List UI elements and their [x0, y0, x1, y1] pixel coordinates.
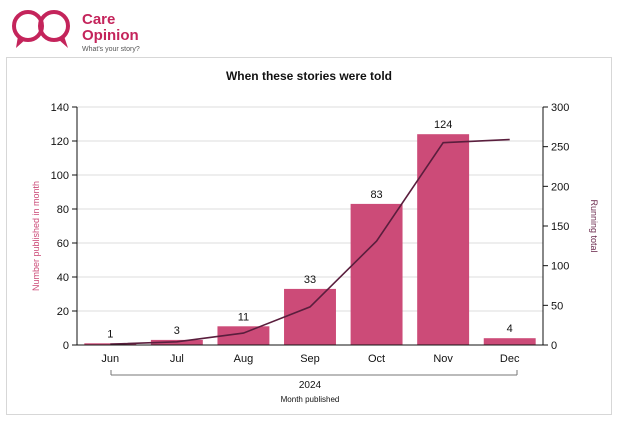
chart-labels: 1 311338312440204060801001201400501001502… — [51, 102, 570, 365]
running-total-layer — [110, 138, 510, 346]
brand-tagline: What's your story? — [82, 46, 140, 53]
x-tick-label: Nov — [433, 353, 453, 365]
chart-card: When these stories were told 1 3 11 33 83 124… — [6, 57, 612, 415]
bar-dec — [483, 338, 536, 345]
x-tick-label: Sep — [300, 353, 320, 365]
speech-bubbles-icon — [12, 10, 70, 48]
data-label: 4 — [507, 323, 513, 335]
y2-tick-label: 200 — [551, 181, 569, 193]
x-tick-label: Jul — [170, 353, 184, 365]
y2-tick-label: 0 — [551, 340, 557, 352]
y2-tick-label: 250 — [551, 142, 569, 154]
data-label: 1 — [107, 328, 113, 340]
data-label: 3 — [174, 325, 180, 337]
brand-name-line1: Care — [82, 11, 116, 28]
data-label: 124 — [434, 119, 452, 131]
data-label: 83 — [370, 189, 382, 201]
data-label: 33 — [304, 274, 316, 286]
x-tick-label: Jun — [101, 353, 119, 365]
y2-tick-label: 150 — [551, 221, 569, 233]
y-tick-label: 40 — [57, 272, 69, 284]
brand-name-line2: Opinion — [82, 27, 139, 44]
y2-tick-label: 100 — [551, 261, 569, 273]
running-total-line — [110, 138, 510, 346]
care-opinion-logo[interactable]: Care Opinion What's your story? — [10, 6, 160, 54]
y2-axis-label: Running total — [589, 199, 599, 252]
x-tick-label: Oct — [368, 353, 385, 365]
y-tick-label: 0 — [63, 340, 69, 352]
axes — [72, 106, 548, 376]
chart-title: When these stories were told — [226, 69, 392, 83]
y-tick-label: 20 — [57, 306, 69, 318]
bar-aug — [217, 326, 270, 345]
y-tick-label: 60 — [57, 238, 69, 250]
y-tick-label: 120 — [51, 136, 69, 148]
y2-tick-label: 50 — [551, 300, 563, 312]
y-tick-label: 100 — [51, 170, 69, 182]
bars — [84, 134, 536, 345]
x-axis-label: Month published — [281, 395, 340, 404]
y-tick-label: 140 — [51, 102, 69, 114]
year-group-label: 2024 — [299, 380, 322, 391]
y2-tick-label: 300 — [551, 102, 569, 114]
gridlines — [77, 106, 543, 312]
x-tick-label: Aug — [234, 353, 254, 365]
bar-nov — [417, 134, 470, 345]
y-tick-label: 80 — [57, 204, 69, 216]
bar-sep — [284, 288, 336, 345]
data-label: 11 — [238, 311, 249, 323]
y-axis-label: Number published in month — [31, 181, 41, 291]
stories-chart: When these stories were told 1 3 11 33 83 124… — [31, 69, 599, 404]
bar-oct — [350, 203, 403, 345]
x-tick-label: Dec — [500, 353, 520, 365]
